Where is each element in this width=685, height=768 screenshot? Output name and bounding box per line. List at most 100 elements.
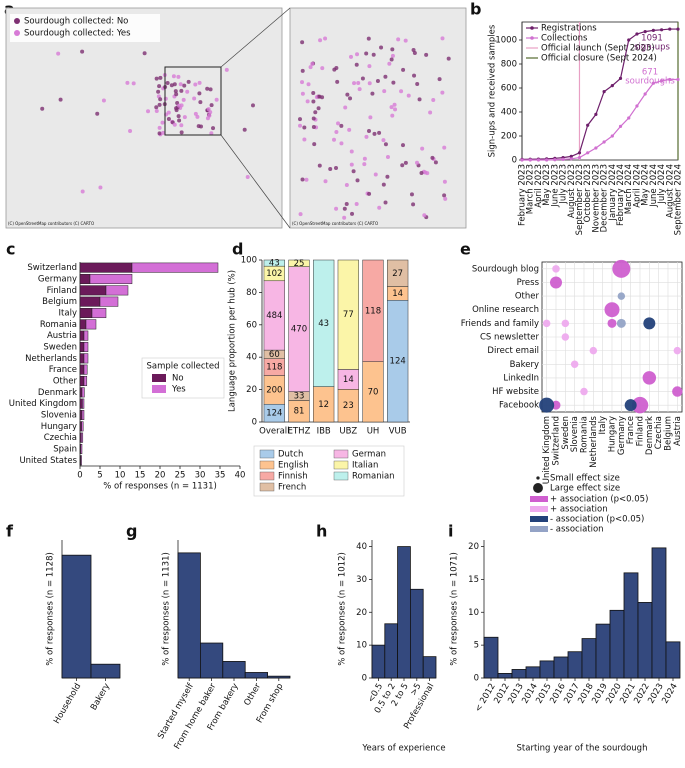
bar-segment [79,387,83,398]
bar-segment [83,353,89,364]
map-point [390,47,395,52]
y-tick-label: 15 [468,575,479,585]
map-point [205,86,210,91]
bar [199,642,224,679]
point [627,116,631,120]
bar-segment [79,285,107,296]
map-point [334,166,339,171]
column-label: Germany [617,416,627,455]
map-point [311,90,316,95]
y-tick-label: Denmark [38,388,77,398]
value-label: 60 [269,350,280,360]
x-tick-label: September 2023 [575,164,585,235]
bubble [561,319,570,328]
y-axis-label: % of responses (n = 1128) [46,552,56,666]
legend-label: Dutch [278,450,303,460]
map-point [179,123,184,128]
map-point [305,99,310,104]
map-point [370,91,375,96]
bar-segment [79,364,85,375]
point [643,92,647,96]
x-tick-label: August 2023 [567,164,577,218]
y-tick-label: Finland [47,286,77,296]
bar-segment [263,259,285,267]
map-point [156,89,161,94]
x-tick-label: 40 [235,471,246,481]
bar-segment [83,364,88,375]
x-tick-label: April 2024 [632,164,642,208]
legend-label: Sourdough collected: Yes [24,29,131,39]
y-tick-label: Austria [47,331,77,341]
map-point [101,98,106,103]
x-tick-label: March 2023 [526,164,536,214]
legend-label: No [172,374,184,384]
y-tick-label: 600 [501,84,517,94]
map-point [58,97,63,102]
map-point [186,79,191,84]
point [577,156,582,160]
bar-segment [79,296,101,307]
point [618,124,623,128]
point [586,151,590,155]
y-tick-label: 100 [241,256,257,266]
bar [409,588,424,679]
map-point [174,92,179,97]
map-point [335,79,340,84]
point [651,28,655,32]
value-label: 484 [266,311,282,321]
point [659,28,664,32]
y-axis-label: Language proportion per hub (%) [228,270,238,412]
legend-box [253,445,405,497]
x-tick-label: 15 [135,471,146,481]
y-tick-label: 10 [356,641,367,651]
point [545,158,549,162]
map-point [182,115,187,120]
map-point [446,56,451,61]
x-tick-label: UH [367,427,380,437]
y-tick-label: Hungary [41,422,77,432]
map-point [442,193,447,198]
x-tick-label: June 2023 [550,164,560,208]
column-label: Romania [580,416,590,453]
bar [90,663,121,679]
point [643,30,647,34]
value-label: 81 [294,407,305,417]
map-point [415,81,420,86]
column-label: Italy [598,416,608,434]
bar-segment [80,443,83,455]
bubble [570,360,579,369]
map-point [349,162,354,167]
map-point [387,61,392,66]
point [610,134,614,138]
legend-swatch [530,496,548,502]
bar [222,661,246,679]
x-tick-label: January 2024 [608,164,618,222]
legend-label: Yes [171,385,186,395]
map-point [323,36,328,41]
map-point [392,102,397,107]
point [520,158,524,162]
bar-segment [82,398,85,409]
value-label: 23 [343,401,354,411]
bubble [580,387,588,396]
point [676,27,680,31]
bar [267,675,291,679]
map-point [424,52,429,57]
panel-letter: c [6,240,15,259]
bar [609,609,625,679]
map-point [316,106,321,111]
legend-label: Romanian [352,472,395,482]
y-tick-label: Sweden [43,343,77,353]
map-point [339,141,344,146]
panel-letter: i [448,522,453,541]
column-label: Austria [673,416,683,446]
map-point [415,160,420,165]
legend-swatch [152,385,166,393]
panel-letter: b [470,0,481,19]
legend-marker [530,36,534,40]
x-tick-label: October 2023 [583,164,593,222]
map-point [442,179,447,184]
y-tick-label: Belgium [42,297,77,307]
map-point [391,80,396,85]
map-point [209,131,214,136]
